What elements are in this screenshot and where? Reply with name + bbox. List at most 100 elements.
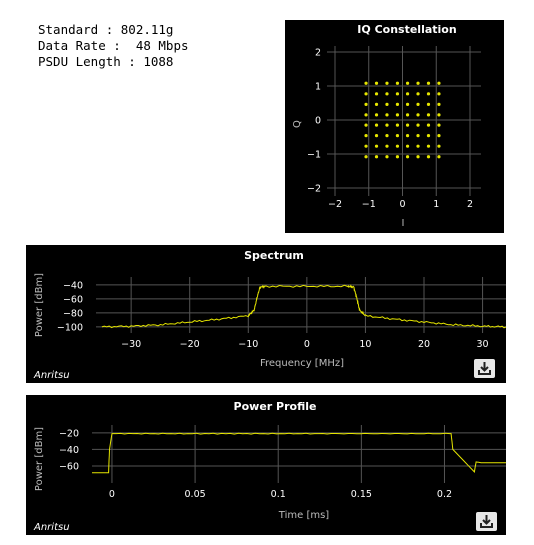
y-tick-label: −80	[63, 308, 83, 319]
power-profile-panel: Power Profile 0 0.05 0.1 0.15 0.2 −20 −40 −60 T…	[26, 395, 506, 535]
constellation-point	[416, 81, 420, 85]
x-tick-label: 0.1	[271, 489, 286, 500]
constellation-point	[385, 134, 389, 138]
spectrum-trace	[101, 284, 506, 329]
power-profile-trace	[92, 432, 506, 474]
spectrum-panel: Spectrum −30 −20 −10 0 10 20 30 −40 −60 −80 −100 F…	[26, 245, 506, 383]
constellation-point	[426, 102, 431, 106]
y-axis-label: Power [dBm]	[34, 427, 45, 491]
constellation-point	[374, 155, 379, 159]
constellation-point	[426, 113, 431, 117]
constellation-point	[374, 92, 379, 96]
constellation-point	[437, 113, 441, 117]
download-icon	[478, 362, 491, 375]
x-tick-label: −10	[238, 339, 258, 350]
x-tick-label: −2	[328, 199, 342, 210]
constellation-point	[416, 144, 420, 148]
x-tick-label: −20	[180, 339, 200, 350]
constellation-point	[405, 92, 410, 96]
y-tick-label: −2	[307, 184, 321, 195]
anritsu-logo: Anritsu	[33, 370, 70, 381]
constellation-point	[395, 81, 400, 85]
constellation-point	[395, 144, 400, 148]
constellation-point	[374, 113, 379, 117]
x-tick-label: 30	[477, 339, 489, 350]
x-tick-label: −30	[121, 339, 141, 350]
constellation-point	[416, 102, 420, 106]
constellation-point	[374, 81, 379, 85]
constellation-point	[426, 155, 431, 159]
chart-title: Spectrum	[244, 249, 304, 262]
x-tick-label: 10	[359, 339, 371, 350]
spectrum-download-button[interactable]	[474, 359, 495, 378]
constellation-point	[437, 144, 441, 148]
y-tick-label: −100	[57, 322, 83, 333]
constellation-point	[385, 123, 389, 127]
x-tick-label: 2	[467, 199, 473, 210]
constellation-point	[426, 92, 431, 96]
x-tick-label: 1	[433, 199, 439, 210]
constellation-point	[426, 123, 431, 127]
constellation-point	[385, 144, 389, 148]
constellation-point	[395, 123, 400, 127]
constellation-point	[364, 144, 368, 148]
x-axis-label: Frequency [MHz]	[260, 358, 344, 369]
constellation-point	[364, 81, 368, 85]
constellation-point	[374, 123, 379, 127]
constellation-point	[395, 113, 400, 117]
constellation-point	[437, 102, 441, 106]
y-tick-label: 0	[315, 116, 321, 127]
constellation-point	[416, 92, 420, 96]
constellation-point	[385, 92, 389, 96]
data-rate-label: Data Rate : 48 Mbps	[38, 38, 189, 53]
anritsu-logo: Anritsu	[33, 522, 70, 533]
x-tick-label: 20	[418, 339, 430, 350]
constellation-point	[395, 155, 400, 159]
x-axis-label: Time [ms]	[278, 510, 330, 521]
constellation-point	[405, 81, 410, 85]
constellation-point	[405, 155, 410, 159]
x-tick-label: 0.15	[351, 489, 372, 500]
y-tick-label: −40	[63, 280, 83, 291]
constellation-point	[364, 123, 368, 127]
constellation-point	[437, 92, 441, 96]
x-tick-label: −1	[362, 199, 376, 210]
constellation-point	[405, 123, 410, 127]
constellation-point	[395, 102, 400, 106]
signal-info: Standard : 802.11g Data Rate : 48 Mbps P…	[38, 22, 189, 70]
x-tick-label: 0	[399, 199, 405, 210]
psdu-length-label: PSDU Length : 1088	[38, 54, 174, 69]
constellation-point	[426, 81, 431, 85]
x-tick-label: 0	[304, 339, 310, 350]
constellation-point	[416, 123, 420, 127]
constellation-point	[405, 144, 410, 148]
y-axis-label: Power [dBm]	[34, 273, 45, 337]
y-axis-label: Q	[292, 120, 303, 128]
spectrum-chart: Spectrum −30 −20 −10 0 10 20 30−40−60−80−100 F…	[33, 249, 506, 381]
y-tick-label: −1	[307, 150, 321, 161]
constellation-point	[416, 113, 420, 117]
constellation-point	[364, 102, 368, 106]
x-tick-label: 0.2	[437, 489, 452, 500]
x-tick-label: 0.05	[185, 489, 206, 500]
standard-label: Standard : 802.11g	[38, 22, 174, 37]
y-tick-label: −40	[59, 445, 79, 456]
iq-constellation-panel: IQ Constellation −2 −1 0 1 2 2 1 0 −1 −2 I Q	[285, 20, 504, 233]
constellation-point	[374, 144, 379, 148]
constellation-point	[395, 134, 400, 138]
constellation-point	[426, 144, 431, 148]
chart-title: IQ Constellation	[357, 23, 456, 36]
y-tick-label: −20	[59, 428, 79, 439]
constellation-point	[405, 134, 410, 138]
y-tick-label: 2	[315, 48, 321, 59]
power-profile-download-button[interactable]	[476, 512, 497, 531]
constellation-point	[416, 134, 420, 138]
constellation-point	[437, 81, 441, 85]
y-tick-label: 1	[315, 82, 321, 93]
y-tick-label: −60	[63, 294, 83, 305]
constellation-point	[395, 92, 400, 96]
download-icon	[480, 515, 493, 528]
constellation-point	[364, 113, 368, 117]
constellation-point	[364, 92, 368, 96]
constellation-point	[385, 113, 389, 117]
